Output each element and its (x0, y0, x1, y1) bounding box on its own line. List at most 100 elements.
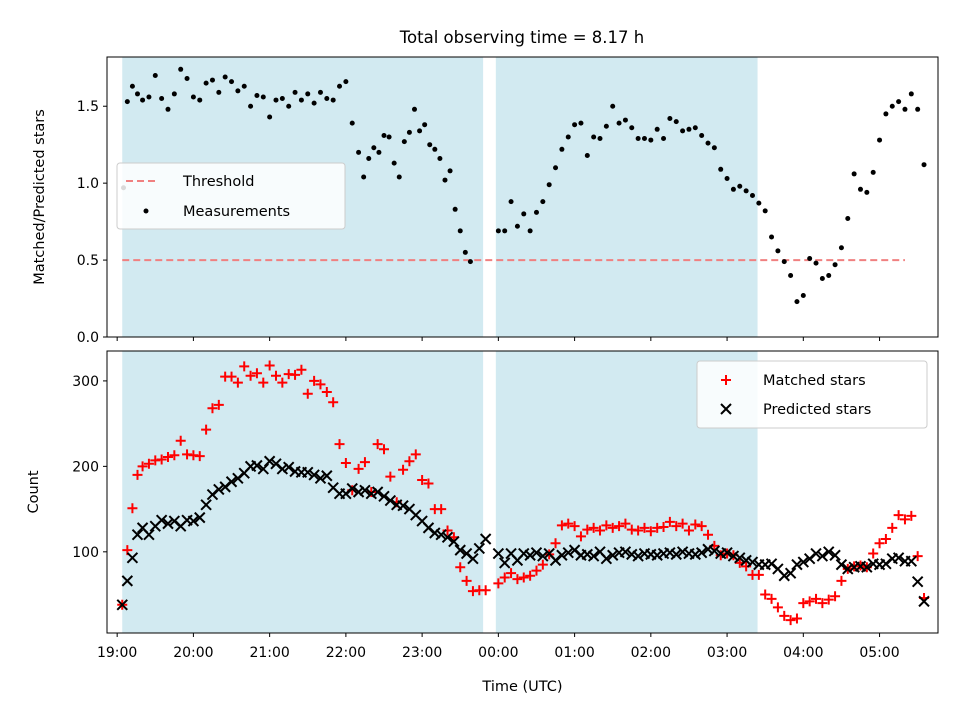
data-point (159, 96, 165, 102)
data-point (533, 209, 539, 215)
data-point (845, 216, 851, 222)
matched-point (906, 510, 917, 521)
data-point (616, 120, 622, 126)
data-point (190, 94, 196, 100)
data-point (610, 103, 616, 109)
data-point (756, 200, 762, 206)
predicted-point (778, 570, 790, 582)
data-point (794, 299, 800, 305)
predicted-point (473, 542, 486, 555)
matched-point (588, 522, 599, 533)
data-point (411, 106, 417, 112)
data-point (361, 174, 367, 180)
matched-point (779, 610, 790, 621)
predicted-point (131, 529, 144, 541)
matched-point (537, 559, 548, 570)
data-point (129, 83, 135, 89)
y-axis-label: Matched/Predicted stars (32, 109, 48, 285)
matched-point (614, 521, 625, 532)
matched-point (633, 525, 644, 536)
data-point (553, 165, 559, 171)
matched-point (340, 457, 351, 468)
predicted-point (600, 552, 613, 565)
data-point (769, 234, 775, 240)
data-point (305, 91, 311, 97)
matched-point (270, 370, 281, 381)
x-tick-label: 21:00 (249, 645, 289, 661)
predicted-point (892, 552, 905, 564)
data-point (813, 260, 819, 266)
data-point (788, 272, 794, 278)
x-tick-label: 01:00 (554, 645, 594, 661)
matched-point (518, 572, 529, 583)
matched-point (436, 504, 447, 515)
data-point (514, 223, 520, 229)
data-point (324, 96, 330, 102)
matched-point (404, 456, 415, 467)
data-point (203, 80, 209, 86)
matched-point (258, 377, 269, 388)
predicted-point (746, 556, 759, 568)
matched-point (493, 578, 504, 589)
data-point (546, 182, 552, 188)
data-point (386, 134, 392, 140)
matched-point (677, 518, 688, 529)
matched-point (156, 454, 167, 465)
data-point (356, 149, 362, 155)
data-point (921, 162, 927, 168)
data-point (807, 256, 813, 262)
predicted-point (829, 549, 841, 561)
matched-point (880, 534, 891, 544)
predicted-point (213, 483, 225, 496)
data-point (641, 136, 647, 142)
matched-point (550, 538, 561, 549)
x-tick-label: 19:00 (97, 645, 137, 661)
matched-point (309, 375, 320, 386)
data-point (241, 83, 247, 89)
predicted-point (492, 547, 505, 560)
data-point (667, 116, 673, 122)
matched-point (169, 450, 180, 461)
matched-point (512, 574, 523, 585)
predicted-point (530, 546, 543, 559)
predicted-point (321, 470, 333, 482)
matched-point (328, 397, 339, 408)
data-point (366, 156, 372, 162)
data-point (902, 106, 908, 112)
data-point (462, 249, 468, 255)
predicted-point (371, 486, 384, 498)
predicted-point (708, 545, 721, 557)
matched-point (817, 598, 828, 609)
legend-predicted-swatch (720, 403, 732, 415)
predicted-point (251, 459, 263, 472)
y-tick-label: 1.0 (77, 176, 99, 192)
data-point (521, 211, 527, 217)
data-point (603, 123, 609, 129)
legend-box (116, 162, 346, 230)
x-axis-label: Time (UTC) (481, 679, 562, 695)
legend-matched-label: Matched stars (763, 373, 866, 389)
data-point (197, 97, 203, 103)
y-tick-label: 0.5 (77, 253, 99, 269)
data-point (317, 89, 323, 95)
data-point (661, 136, 667, 142)
matched-point (912, 551, 923, 562)
predicted-point (397, 499, 409, 512)
data-point (349, 120, 355, 126)
predicted-point (607, 549, 619, 561)
data-point (134, 91, 140, 97)
data-point (877, 137, 883, 143)
data-point (273, 97, 279, 103)
data-point (857, 186, 863, 192)
data-point (216, 89, 222, 95)
data-point (686, 126, 692, 132)
matched-point (690, 519, 701, 530)
data-point (654, 126, 660, 132)
matched-point (194, 451, 205, 462)
data-point (737, 183, 743, 189)
predicted-point (734, 552, 746, 564)
data-point (381, 132, 387, 138)
data-point (146, 94, 152, 100)
matched-point (410, 449, 421, 460)
